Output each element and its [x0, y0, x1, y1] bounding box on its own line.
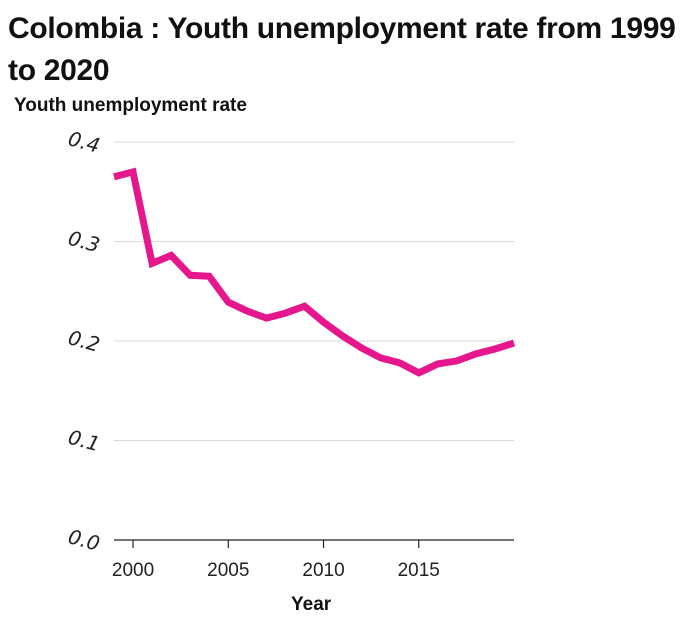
x-axis-label: Year	[291, 594, 332, 615]
y-tick-label: 0.3	[66, 226, 103, 257]
x-tick-label: 2000	[112, 560, 154, 581]
x-tick-label: 2005	[207, 560, 249, 581]
y-tick-label: 0.2	[66, 325, 103, 356]
y-tick-label: 0.1	[66, 425, 103, 456]
y-tick-label: 0.4	[66, 126, 103, 157]
y-tick-label: 0.0	[66, 524, 103, 555]
series-line	[113, 167, 516, 377]
chart-title: Colombia : Youth unemployment rate from …	[8, 12, 676, 87]
x-tick-label: 2010	[302, 560, 344, 581]
x-tick-label: 2015	[398, 560, 440, 581]
y-axis-label: Youth unemployment rate	[14, 95, 247, 116]
